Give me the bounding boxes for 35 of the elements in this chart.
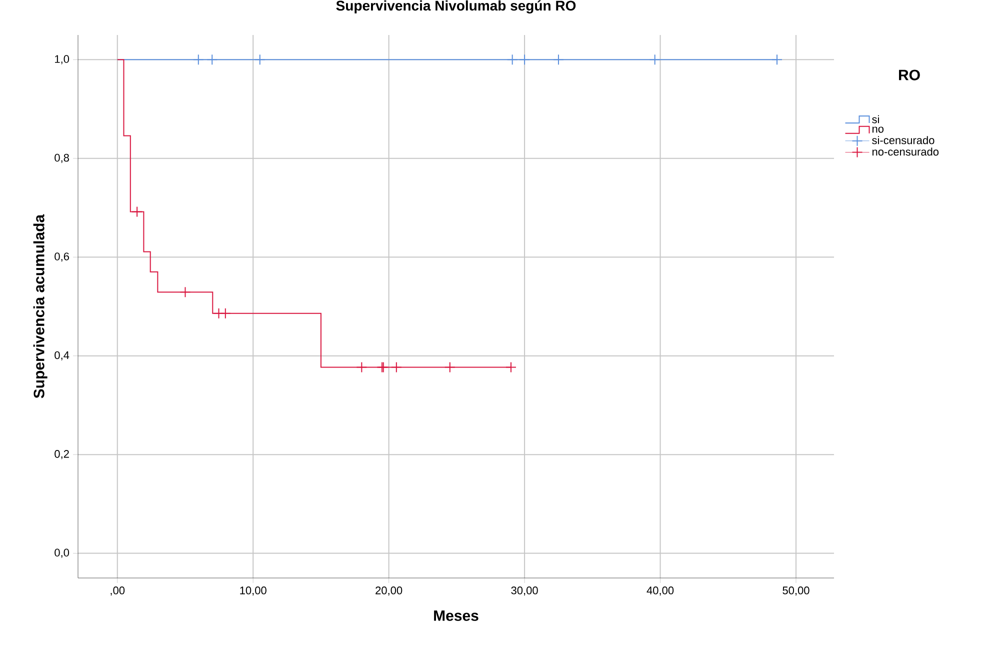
point <box>220 308 231 319</box>
legend-label: si-censurado <box>872 136 934 144</box>
y-tick-label: 0,8 <box>54 154 69 163</box>
point <box>649 54 660 66</box>
point <box>356 362 368 373</box>
legend-title: RO <box>899 70 920 80</box>
y-axis-title: Supervivencia acumulada <box>33 214 48 398</box>
legend-label: si <box>872 115 879 124</box>
point <box>444 362 456 373</box>
point <box>519 54 530 66</box>
chart-title: Supervivencia Nivolumab según RO <box>336 0 576 14</box>
x-tick-label: 20,00 <box>376 586 402 596</box>
y-tick-label: 0,6 <box>54 252 69 262</box>
x-tick-label: 30,00 <box>511 586 538 596</box>
point <box>206 54 218 66</box>
point <box>390 362 402 373</box>
y-tick-label: 0,2 <box>54 450 69 460</box>
y-tick-label: 0,4 <box>54 351 70 360</box>
point <box>132 206 143 218</box>
x-tick-label: 10,00 <box>240 586 266 596</box>
point <box>192 54 204 66</box>
legend-label: no-censurado <box>872 148 939 156</box>
x-tick-label: 50,00 <box>782 586 810 596</box>
point <box>505 362 516 373</box>
x-tick-label: ,00 <box>110 586 125 596</box>
point <box>506 54 518 66</box>
point <box>180 286 191 298</box>
point <box>254 54 266 66</box>
legend-label: no <box>872 126 884 133</box>
point <box>552 54 564 66</box>
point <box>771 54 782 66</box>
x-axis-title: Meses <box>434 610 478 621</box>
y-tick-label: 1,0 <box>55 55 70 64</box>
y-tick-label: 0,0 <box>54 548 70 558</box>
x-tick-label: 40,00 <box>646 586 674 596</box>
